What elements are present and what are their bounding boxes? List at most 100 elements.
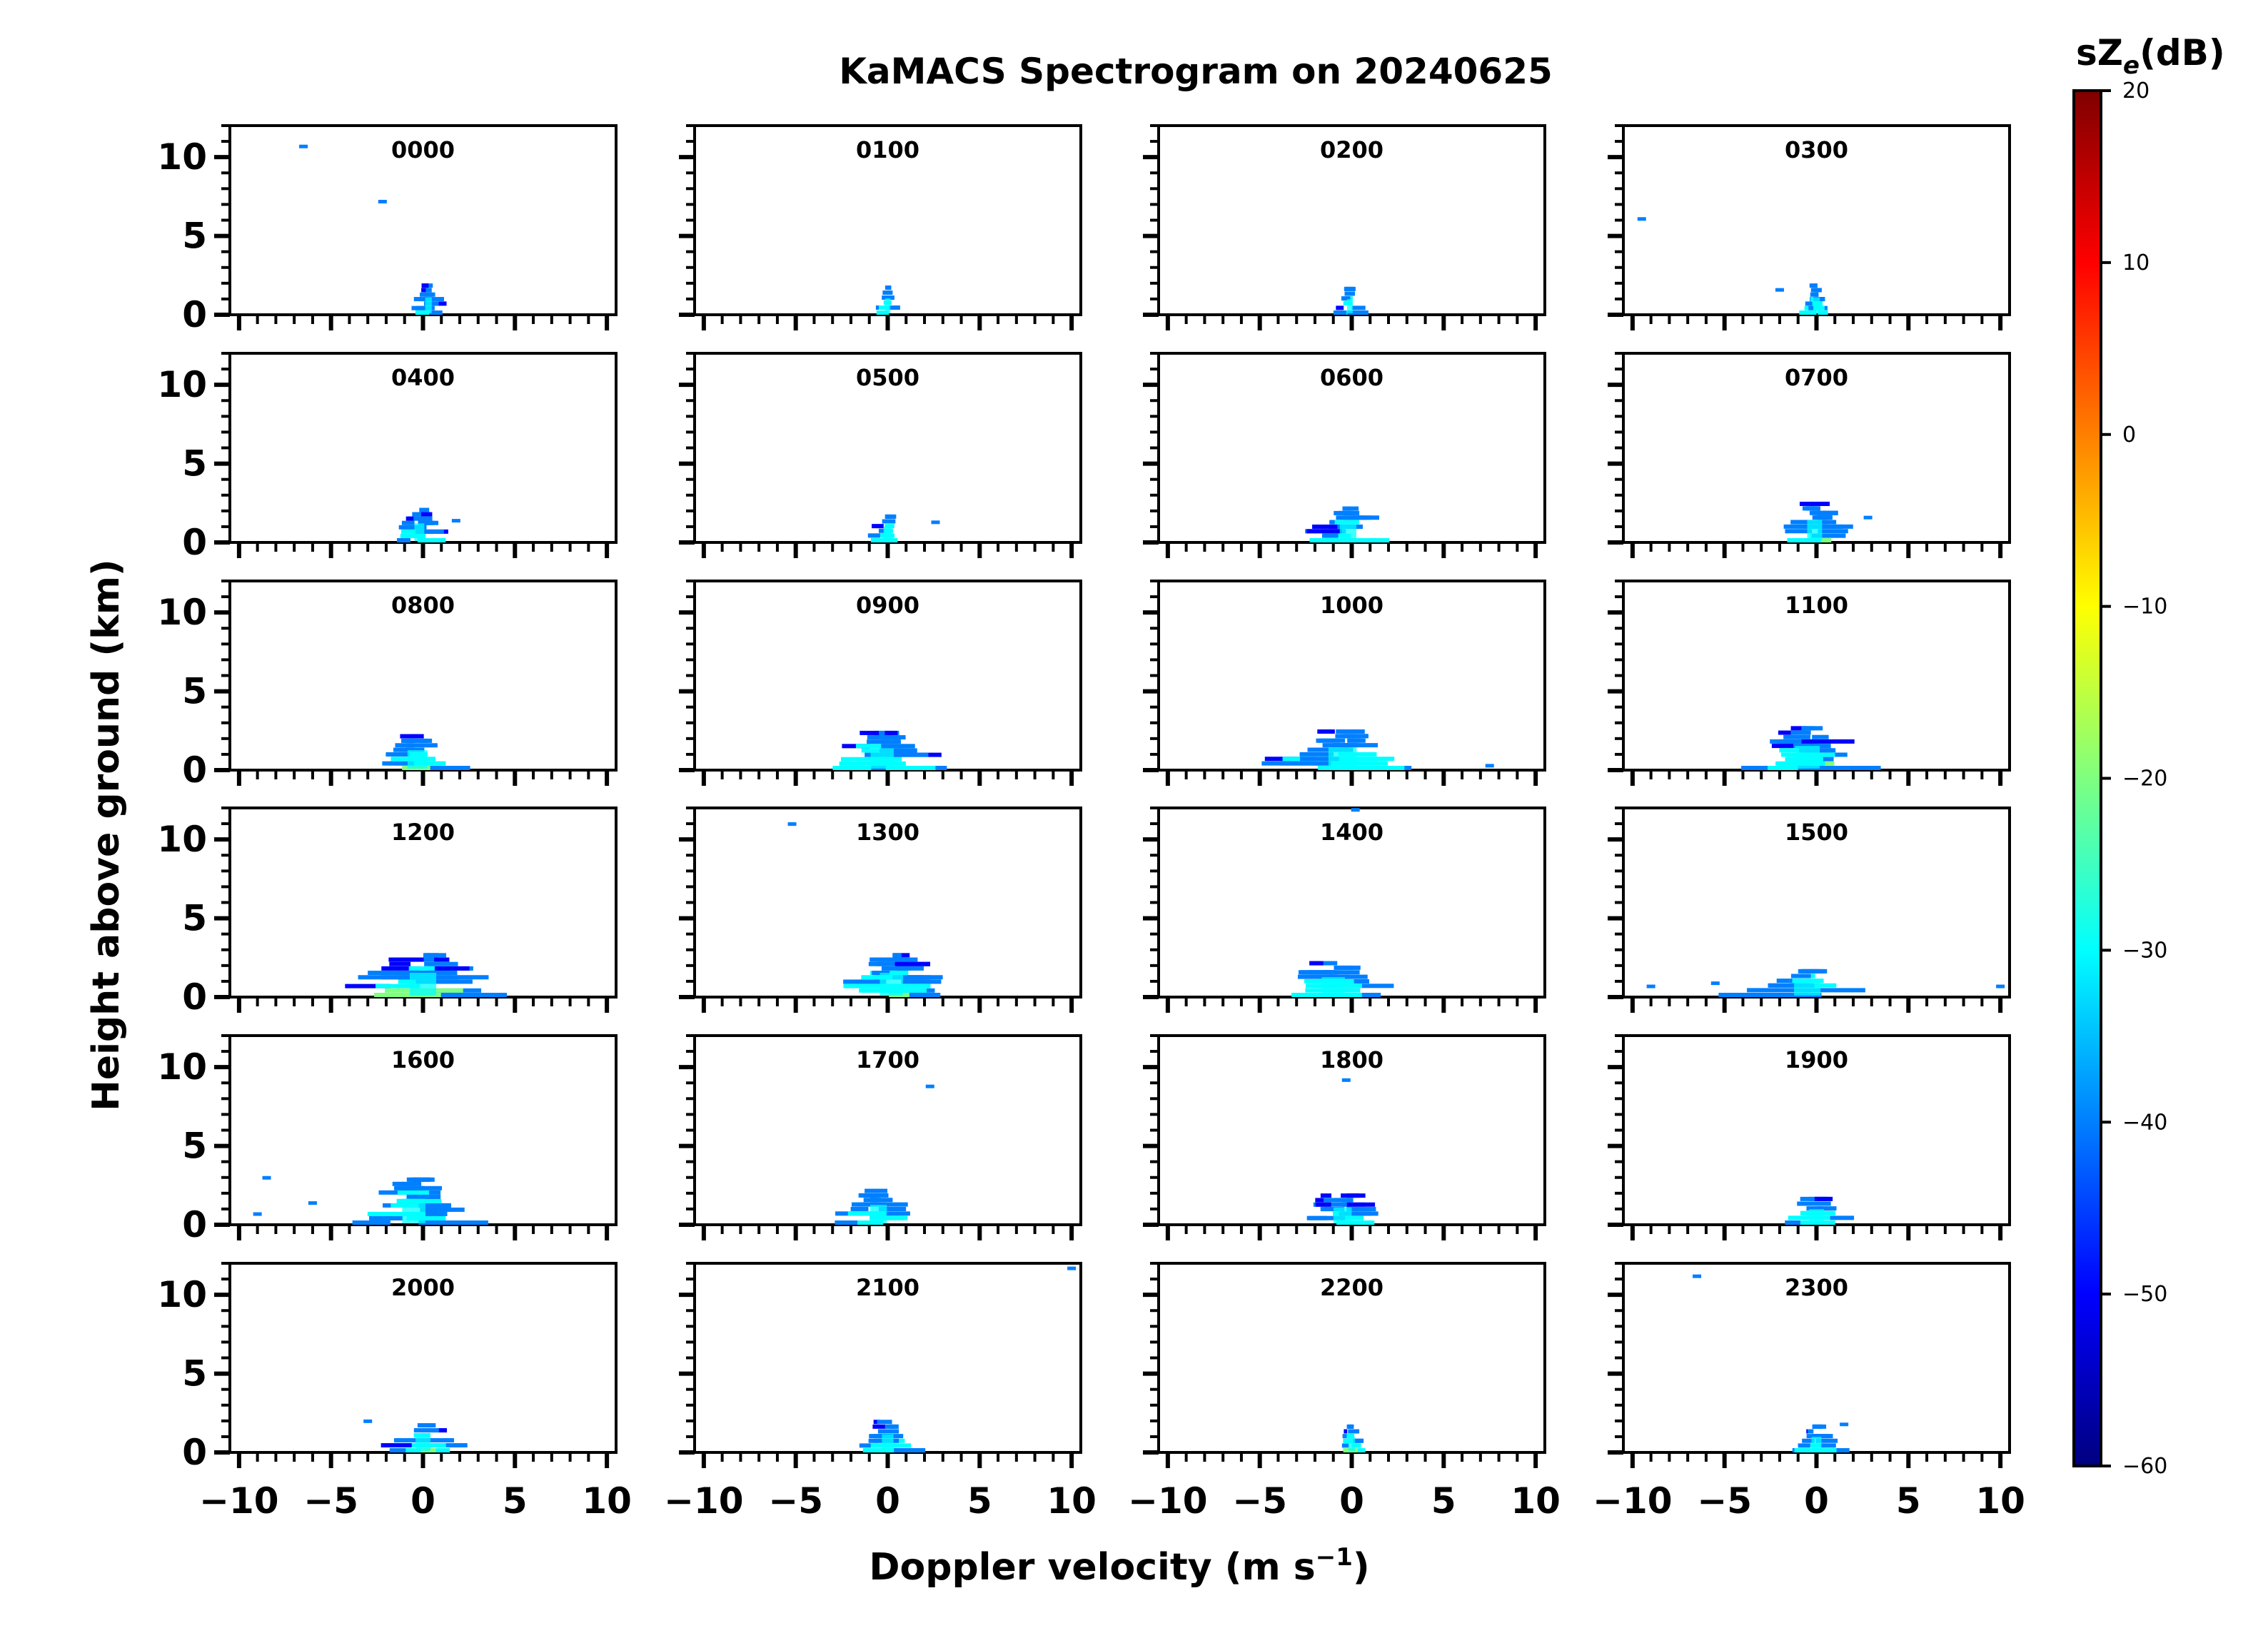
echo-cell — [1797, 1201, 1814, 1206]
echo-cell — [1331, 761, 1388, 766]
echo-cell — [408, 738, 428, 743]
echo-cell — [881, 966, 912, 971]
echo-cell — [1313, 1202, 1351, 1207]
echo-core — [870, 748, 894, 769]
echo-cell — [1347, 310, 1369, 315]
panel-time-label: 1100 — [1785, 592, 1848, 619]
x-tick-label: 5 — [1896, 1480, 1921, 1522]
echo-cell — [1788, 538, 1813, 542]
echo-cell — [1299, 752, 1334, 757]
echo-fleck — [1710, 981, 1720, 986]
echo-cell — [1800, 766, 1881, 770]
colorbar: 20 10 0 −10 −20 −30 −40 −50 −60 sZe(dB) — [2072, 32, 2225, 1479]
panel-0300: 0300 — [1608, 124, 2011, 330]
panel-frame — [1622, 1034, 2011, 1226]
echo-cell — [406, 1215, 446, 1220]
echo-cell — [421, 1207, 465, 1212]
panel-time-label: 1700 — [856, 1046, 919, 1073]
echo-cell — [875, 1188, 888, 1193]
echo-cell — [1813, 1434, 1830, 1439]
spectrogram-echo — [867, 514, 940, 542]
panel-frame — [228, 580, 618, 772]
echo-cell — [415, 529, 444, 534]
echo-cell — [884, 519, 896, 524]
echo-core — [1321, 977, 1345, 996]
echo-fleck — [931, 520, 940, 525]
echo-cell — [880, 1206, 902, 1211]
spectrogram-echo — [253, 1176, 488, 1225]
echo-cell — [1341, 984, 1394, 989]
y-tick-label: 10 — [157, 1046, 207, 1088]
echo-cell — [1821, 1215, 1855, 1220]
echo-cell — [857, 979, 884, 984]
echo-cell — [416, 1438, 455, 1443]
echo-cell — [430, 971, 458, 976]
echo-cell — [1805, 301, 1813, 306]
echo-cell — [382, 971, 433, 976]
panel-time-label: 0000 — [391, 136, 455, 163]
panel-frame — [1157, 807, 1546, 998]
echo-cell — [401, 1181, 416, 1186]
echo-cell — [1309, 538, 1355, 542]
echo-cell — [870, 538, 884, 542]
echo-cell — [1783, 734, 1810, 739]
echo-cell — [1805, 506, 1815, 511]
echo-cell — [1803, 726, 1823, 731]
x-tick-label: 0 — [875, 1480, 900, 1522]
echo-core — [1809, 1209, 1824, 1223]
echo-fleck — [308, 1201, 317, 1205]
echo-cell — [1771, 744, 1794, 749]
echo-cell — [1790, 974, 1811, 979]
x-tick-label: 10 — [1047, 1480, 1097, 1522]
panel-time-label: 2100 — [856, 1274, 919, 1301]
echo-cell — [1324, 1198, 1354, 1203]
echo-core — [882, 1434, 894, 1451]
echo-cell — [873, 1420, 880, 1425]
spectrogram-echo — [345, 953, 507, 997]
echo-cell — [1309, 961, 1324, 966]
spectrogram-echo — [859, 1266, 1077, 1452]
panel-time-label: 0900 — [856, 592, 919, 619]
echo-cell — [1315, 1198, 1331, 1203]
echo-cell — [850, 1206, 869, 1211]
echo-cell — [392, 1181, 405, 1186]
echo-cell — [1801, 969, 1828, 974]
y-tick-label: 0 — [182, 1432, 207, 1473]
panel-frame — [693, 1034, 1082, 1226]
echo-cell — [1346, 1202, 1376, 1207]
echo-cell — [1814, 1196, 1833, 1201]
panel-time-label: 0300 — [1785, 136, 1848, 163]
echo-cell — [440, 993, 507, 997]
echo-cell — [884, 524, 894, 529]
echo-cell — [1351, 305, 1366, 310]
echo-cell — [1806, 1434, 1820, 1439]
y-tick-label: 10 — [157, 592, 207, 633]
echo-cell — [1344, 291, 1354, 296]
x-tick-label: 10 — [1511, 1480, 1561, 1522]
echo-cell — [889, 1424, 898, 1429]
echo-cell — [1747, 988, 1808, 993]
echo-cell — [1353, 1438, 1363, 1443]
echo-cell — [1809, 1201, 1829, 1206]
echo-cell — [1812, 734, 1829, 739]
echo-cell — [1802, 1438, 1815, 1443]
echo-fleck — [363, 1419, 373, 1423]
echo-cell — [397, 538, 410, 542]
echo-cell — [869, 533, 889, 538]
echo-cell — [1818, 524, 1853, 529]
spectrogram-echo — [1783, 501, 1873, 542]
echo-cell — [877, 310, 887, 315]
echo-cell — [1309, 1215, 1346, 1220]
echo-cell — [1342, 506, 1351, 511]
echo-cell — [1800, 1196, 1813, 1201]
echo-cell — [405, 516, 414, 521]
echo-cell — [376, 984, 420, 989]
echo-cell — [420, 507, 430, 512]
echo-cell — [1318, 738, 1340, 743]
echo-cell — [855, 744, 904, 749]
echo-cell — [1340, 743, 1379, 748]
panel-frame — [228, 807, 618, 998]
echo-cell — [431, 297, 445, 302]
panel-0500: 0500 — [679, 352, 1082, 558]
echo-cell — [889, 984, 931, 989]
